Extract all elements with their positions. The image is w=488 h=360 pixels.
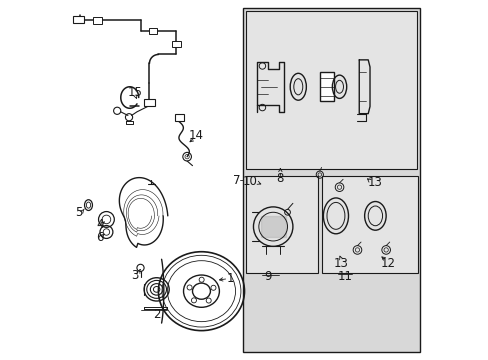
Text: 13: 13 xyxy=(333,257,348,270)
Text: 13: 13 xyxy=(367,176,382,189)
Bar xyxy=(144,99,155,107)
Text: 12: 12 xyxy=(380,257,395,270)
Text: 4: 4 xyxy=(97,218,104,231)
Text: 15: 15 xyxy=(127,86,142,99)
Text: 1: 1 xyxy=(226,272,233,285)
Text: 3: 3 xyxy=(131,269,139,282)
Bar xyxy=(319,72,333,101)
Text: 8: 8 xyxy=(276,172,284,185)
Bar xyxy=(242,8,419,352)
Bar xyxy=(174,114,183,121)
Bar xyxy=(172,41,180,47)
Text: 10: 10 xyxy=(242,175,257,188)
Text: 5: 5 xyxy=(75,206,82,219)
Text: 14: 14 xyxy=(188,129,203,142)
Text: 6: 6 xyxy=(97,231,104,244)
Text: 7: 7 xyxy=(232,174,240,186)
Text: 2: 2 xyxy=(153,308,160,321)
Bar xyxy=(148,28,157,35)
Bar xyxy=(246,176,317,273)
Bar xyxy=(321,176,418,273)
Bar xyxy=(93,17,102,24)
Text: 9: 9 xyxy=(264,270,271,283)
Bar xyxy=(246,12,416,169)
Polygon shape xyxy=(260,216,285,237)
Text: 11: 11 xyxy=(337,270,352,283)
Bar xyxy=(73,16,83,23)
